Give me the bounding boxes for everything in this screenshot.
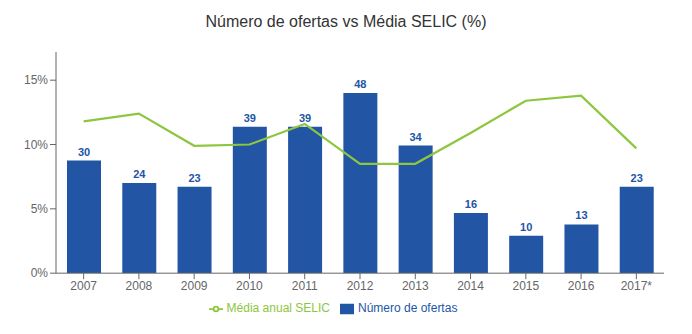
svg-text:2009: 2009 [181, 279, 208, 293]
html-text:Número de ofertas vs Média SEL: Número de ofertas vs Média SELIC (%) [205, 13, 487, 30]
svg-text:2015: 2015 [512, 279, 539, 293]
html-text:Número de ofertas: Número de ofertas [358, 301, 458, 316]
svg-text:2016: 2016 [568, 279, 595, 293]
svg-text:23: 23 [188, 172, 200, 184]
svg-text:2017*: 2017* [621, 279, 653, 293]
svg-text:2012: 2012 [347, 279, 374, 293]
svg-text:30: 30 [78, 146, 90, 158]
svg-text:10%: 10% [24, 138, 48, 152]
svg-text:16: 16 [465, 198, 477, 210]
svg-text:24: 24 [133, 168, 146, 180]
svg-text:2010: 2010 [236, 279, 263, 293]
svg-text:39: 39 [299, 112, 311, 124]
svg-text:15%: 15% [24, 73, 48, 87]
svg-text:34: 34 [410, 131, 423, 143]
svg-text:13: 13 [575, 209, 587, 221]
html-text:Média anual SELIC: Média anual SELIC [226, 301, 330, 316]
svg-text:10: 10 [520, 221, 532, 233]
svg-text:23: 23 [631, 172, 643, 184]
svg-text:39: 39 [244, 112, 256, 124]
svg-text:5%: 5% [31, 202, 49, 216]
svg-text:2014: 2014 [457, 279, 484, 293]
svg-text:2008: 2008 [126, 279, 153, 293]
svg-text:2011: 2011 [292, 279, 318, 293]
svg-text:0%: 0% [31, 266, 49, 280]
svg-text:2013: 2013 [402, 279, 429, 293]
svg-text:2007: 2007 [70, 279, 97, 293]
svg-text:48: 48 [354, 78, 366, 90]
